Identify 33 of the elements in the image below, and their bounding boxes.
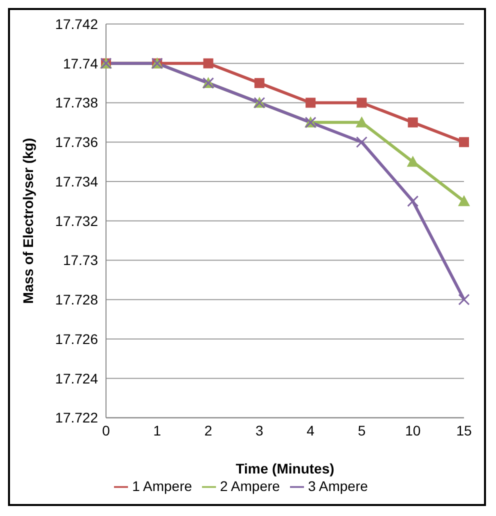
x-tick-label: 0	[102, 422, 110, 439]
y-tick-label: 17.74	[62, 55, 98, 72]
x-tick-label: 15	[456, 422, 472, 439]
y-axis-title: Mass of Electrolyser (kg)	[20, 138, 36, 304]
point	[306, 98, 316, 108]
y-tick-label: 17.742	[55, 16, 98, 32]
y-tick-label: 17.734	[55, 173, 98, 190]
legend-label: 2 Ampere	[220, 478, 280, 494]
point	[459, 137, 469, 148]
point	[203, 58, 214, 68]
y-tick-label: 17.732	[55, 212, 98, 229]
y-tick-label: 17.722	[55, 410, 98, 426]
x-tick-label: 4	[306, 422, 315, 439]
y-tick-label: 17.724	[55, 370, 98, 386]
x-tick-label: 2	[204, 422, 212, 439]
point	[254, 78, 264, 88]
point	[408, 117, 418, 128]
y-tick-label: 17.728	[55, 292, 98, 308]
y-tick-label: 17.738	[55, 94, 98, 111]
x-tick-label: 10	[405, 422, 421, 439]
point	[356, 136, 368, 148]
y-tick-label: 17.726	[55, 330, 98, 347]
y-tick-label: 17.736	[55, 134, 98, 150]
x-axis-title: Time (Minutes)	[236, 460, 334, 477]
point	[356, 98, 367, 108]
point	[458, 195, 470, 206]
legend-label: 1 Ampere	[132, 478, 192, 494]
y-tick-label: 17.73	[62, 252, 98, 268]
x-tick-label: 3	[256, 422, 264, 439]
point	[458, 294, 470, 306]
legend-label: 3 Ampere	[308, 478, 368, 494]
x-tick-label: 1	[153, 422, 162, 439]
x-tick-label: 5	[358, 422, 366, 439]
